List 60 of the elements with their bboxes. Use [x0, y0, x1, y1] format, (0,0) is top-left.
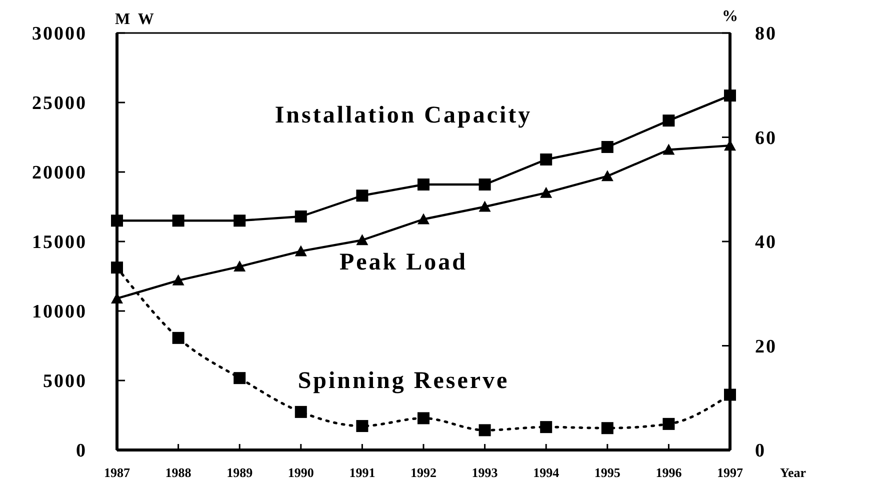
y-tick-label: 5000 — [43, 371, 87, 392]
x-tick-label: 1997 — [717, 465, 744, 480]
point — [478, 178, 491, 191]
point — [234, 214, 246, 227]
point — [356, 190, 368, 202]
point — [601, 140, 614, 153]
point — [724, 90, 736, 102]
point — [540, 153, 552, 166]
point — [111, 214, 123, 227]
point — [172, 214, 184, 227]
point — [172, 274, 184, 286]
point — [111, 262, 123, 274]
y2-tick-label: 0 — [755, 440, 766, 462]
x-tick-label: 1988 — [165, 465, 192, 480]
y-tick-label: 30000 — [32, 24, 87, 45]
x-tick-label: 1989 — [226, 465, 254, 480]
point — [478, 424, 491, 436]
x-tick-label: 1990 — [288, 465, 314, 480]
point — [294, 406, 307, 418]
point — [418, 178, 430, 191]
point — [172, 332, 184, 344]
y-tick-label: 25000 — [32, 93, 87, 114]
x-tick-label: 1995 — [594, 465, 621, 480]
y2-tick-label: 40 — [755, 232, 777, 254]
point — [356, 420, 368, 432]
x-axis-title: Year — [780, 465, 806, 480]
y-tick-label: 0 — [76, 440, 87, 462]
x-tick-label: 1994 — [533, 465, 560, 480]
x-tick-label: 1991 — [349, 465, 376, 480]
point — [540, 186, 552, 198]
y2-axis-title: % — [722, 8, 738, 25]
point — [662, 144, 675, 155]
x-tick-label: 1996 — [656, 465, 682, 480]
point — [662, 418, 675, 430]
point — [418, 213, 430, 224]
point — [662, 114, 675, 127]
x-tick-label: 1993 — [472, 465, 498, 480]
point — [234, 372, 246, 384]
point — [478, 200, 491, 212]
point — [356, 234, 368, 246]
point — [540, 421, 552, 434]
point — [724, 388, 736, 401]
point — [601, 170, 614, 182]
series-label: Installation Capacity — [274, 102, 532, 129]
y-tick-label: 15000 — [32, 232, 87, 254]
y2-tick-label: 60 — [755, 128, 777, 149]
point — [294, 210, 307, 222]
series-label: Peak Load — [339, 249, 468, 276]
point — [418, 412, 430, 424]
y2-tick-label: 80 — [755, 24, 777, 45]
x-tick-label: 1987 — [104, 465, 130, 480]
y-tick-label: 10000 — [32, 302, 87, 323]
series-label: Spinning Reserve — [298, 368, 510, 394]
y-axis-title: M W — [115, 11, 156, 28]
point — [234, 260, 246, 272]
point — [601, 422, 614, 434]
y2-tick-label: 20 — [755, 336, 777, 358]
y-tick-label: 20000 — [32, 162, 87, 184]
point — [294, 245, 307, 256]
x-tick-label: 1992 — [410, 465, 436, 480]
